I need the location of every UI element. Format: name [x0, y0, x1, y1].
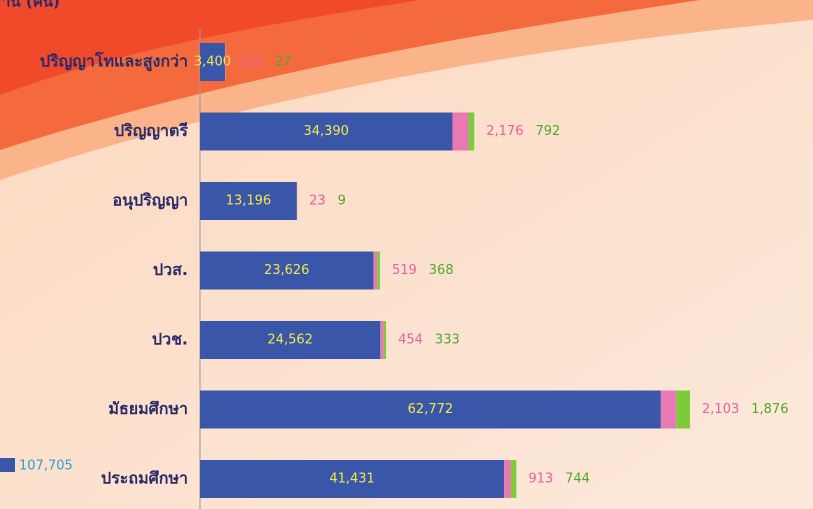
bar-segment: [225, 43, 226, 81]
chart: าน (คน) ปริญญาโทและสูงกว่า3,40011027ปริญ…: [0, 0, 813, 509]
value-label: 454: [398, 333, 423, 348]
value-label: 1,876: [751, 402, 788, 417]
value-label: 792: [535, 124, 560, 139]
chart-title: าน (คน): [2, 0, 60, 11]
bar-segment: [380, 321, 383, 359]
bar-segment: [373, 252, 377, 290]
category-label: ปริญญาโทและสูงกว่า: [40, 51, 188, 73]
annotation: 107,705: [19, 459, 73, 474]
category-label: มัธยมศึกษา: [108, 399, 188, 418]
value-label: 333: [435, 333, 460, 348]
value-label: 913: [528, 472, 553, 487]
bar-segment: [504, 460, 511, 498]
category-label: ปวช.: [152, 330, 188, 349]
value-label: 62,772: [408, 402, 454, 417]
category-label: ปวส.: [153, 260, 188, 279]
category-label: ปริญญาตรี: [114, 121, 188, 141]
value-label: 34,390: [303, 124, 349, 139]
bar-segment: [452, 113, 468, 151]
value-label: 519: [392, 263, 417, 278]
value-label: 27: [275, 55, 292, 70]
value-label: 41,431: [329, 472, 375, 487]
value-label: 23: [309, 194, 326, 209]
bar-segment: [676, 391, 690, 429]
value-label: 110: [238, 55, 263, 70]
value-label: 24,562: [267, 333, 313, 348]
value-label: 744: [565, 472, 590, 487]
value-label: 368: [429, 263, 454, 278]
value-label: 9: [338, 194, 346, 209]
value-label: 2,176: [486, 124, 523, 139]
value-label: 13,196: [226, 194, 272, 209]
bar-segment: [468, 113, 474, 151]
legend-swatch: [0, 458, 15, 472]
category-label: ประถมศึกษา: [101, 469, 188, 488]
category-label: อนุปริญญา: [112, 191, 188, 211]
value-label: 23,626: [264, 263, 310, 278]
bar-segment: [377, 252, 380, 290]
bar-segment: [511, 460, 516, 498]
value-label: 2,103: [702, 402, 739, 417]
bar-segment: [384, 321, 386, 359]
bar-segment: [661, 391, 676, 429]
